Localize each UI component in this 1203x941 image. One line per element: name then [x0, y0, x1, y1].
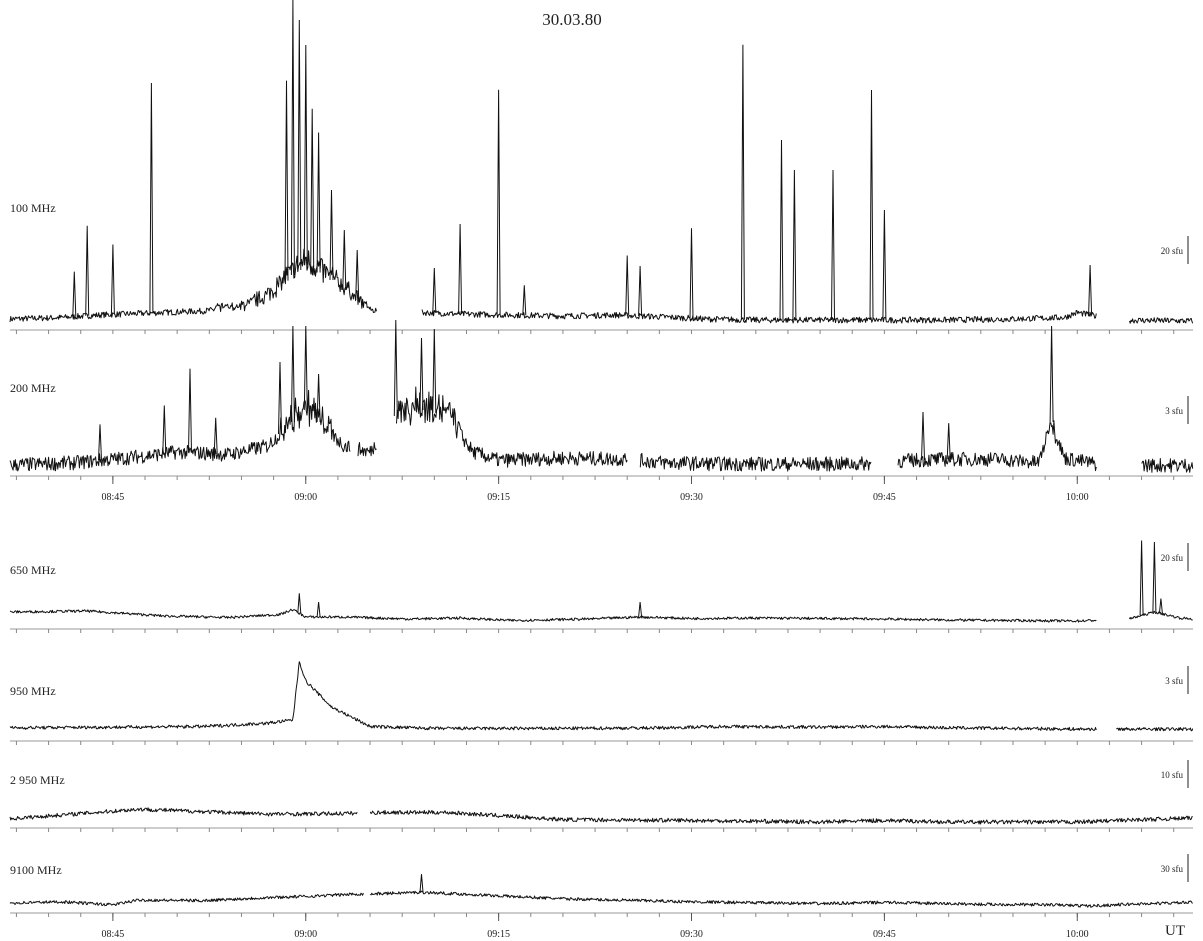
burst-spike: [72, 271, 77, 317]
burst-spike: [303, 325, 308, 411]
x-tick-label: 09:45: [873, 929, 896, 940]
burst-spike: [432, 267, 437, 314]
panel-950mhz: 950 MHz 3 sfu: [9, 661, 1194, 745]
burst-spike: [946, 423, 951, 460]
time-axis-group: 08:45 09:00 09:15 09:30 09:45 10:00 08:45 09:00…: [101, 476, 1089, 940]
burst-spike: [149, 82, 154, 314]
burst-spike: [419, 337, 424, 411]
burst-spike: [110, 244, 115, 315]
series-trace: [9, 248, 1194, 324]
burst-spike: [779, 139, 784, 321]
burst-spike: [329, 189, 334, 281]
burst-spike: [355, 249, 360, 301]
burst-spike: [284, 80, 289, 281]
burst-spike: [393, 319, 398, 417]
panel-label: 950 MHz: [10, 684, 56, 698]
x-unit-label: UT: [1165, 923, 1185, 939]
panel-200mhz: 200 MHz 3 sfu: [9, 319, 1194, 480]
scale-label: 3 sfu: [1165, 676, 1183, 686]
burst-spike: [831, 169, 835, 321]
burst-spike: [882, 209, 887, 321]
series-trace: [9, 661, 1194, 732]
series-trace: [9, 386, 1194, 473]
burst-spike: [303, 44, 308, 266]
burst-spike: [1088, 264, 1093, 316]
burst-spike: [419, 874, 424, 893]
burst-spike: [522, 285, 527, 316]
burst-spike: [638, 601, 643, 618]
burst-spike: [1158, 598, 1163, 614]
burst-spike: [458, 223, 463, 315]
x-tick-label: 09:45: [873, 492, 896, 503]
scale-label: 20 sfu: [1161, 553, 1184, 563]
x-tick-label: 09:15: [487, 492, 510, 503]
panel-2950mhz: 2 950 MHz 10 sfu: [9, 760, 1193, 832]
burst-spike: [740, 44, 745, 320]
burst-spike: [310, 108, 315, 269]
series-trace: [9, 890, 1193, 908]
burst-spike: [297, 593, 302, 614]
series-trace: [9, 807, 1193, 825]
x-tick-label: 10:00: [1066, 492, 1089, 503]
burst-spike: [1139, 540, 1144, 616]
x-tick-label: 08:45: [101, 929, 124, 940]
x-tick-label: 10:00: [1066, 929, 1089, 940]
burst-spike: [316, 373, 321, 423]
burst-spike: [625, 255, 630, 316]
panel-label: 2 950 MHz: [10, 773, 65, 787]
burst-spike: [496, 89, 501, 315]
burst-spike: [188, 368, 192, 453]
burst-spike: [213, 417, 218, 454]
burst-spike: [290, 325, 295, 423]
burst-spike: [1152, 541, 1157, 613]
x-tick-label: 08:45: [101, 492, 124, 503]
panel-label: 9100 MHz: [10, 863, 62, 877]
burst-spike: [278, 361, 282, 435]
burst-spike: [432, 328, 437, 414]
x-tick-label: 09:15: [487, 929, 510, 940]
scale-label: 30 sfu: [1161, 864, 1184, 874]
burst-spike: [689, 228, 694, 319]
burst-spike: [1049, 325, 1054, 423]
panel-label: 650 MHz: [10, 563, 56, 577]
burst-spike: [869, 89, 874, 321]
burst-spike: [297, 19, 302, 271]
series-trace: [9, 608, 1193, 623]
burst-spike: [316, 601, 321, 618]
panel-label: 200 MHz: [10, 381, 56, 395]
chart-title: 30.03.80: [542, 10, 602, 29]
burst-spike: [792, 169, 797, 321]
panels-group: 100 MHz 20 sfu 200 MHz 3 sfu 650 MHz 20 sfu 95…: [9, 0, 1194, 917]
burst-spike: [316, 132, 321, 273]
burst-spike: [638, 265, 643, 317]
burst-spike: [85, 225, 90, 316]
burst-spike: [290, 0, 295, 276]
scale-label: 20 sfu: [1161, 246, 1184, 256]
panel-100mhz: 100 MHz 20 sfu: [9, 0, 1194, 334]
panel-9100mhz: 9100 MHz 30 sfu: [9, 854, 1193, 917]
x-tick-label: 09:00: [294, 929, 317, 940]
x-tick-label: 09:00: [294, 492, 317, 503]
burst-spike: [162, 405, 167, 454]
x-tick-label: 09:30: [680, 492, 703, 503]
burst-spike: [342, 229, 347, 291]
scale-label: 10 sfu: [1161, 770, 1184, 780]
x-tick-label: 09:30: [680, 929, 703, 940]
scale-label: 3 sfu: [1165, 406, 1183, 416]
panel-label: 100 MHz: [10, 201, 56, 215]
panel-650mhz: 650 MHz 20 sfu: [9, 540, 1193, 633]
burst-spike: [98, 424, 102, 461]
burst-spike: [921, 411, 925, 461]
